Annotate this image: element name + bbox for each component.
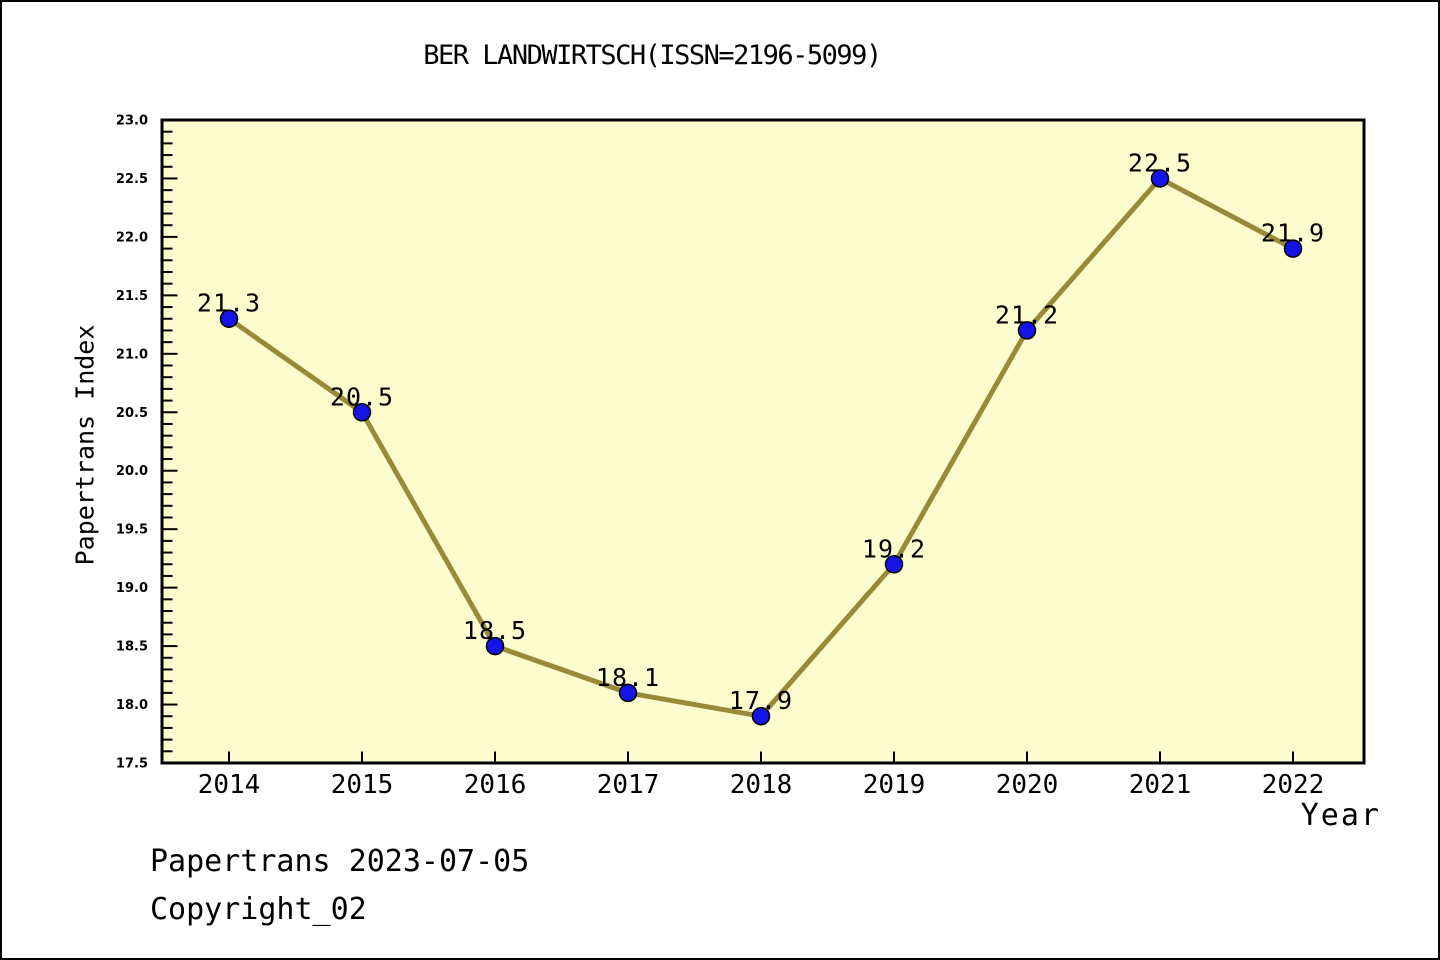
footer-copyright: Copyright_02 [150, 892, 367, 927]
y-tick-label: 19.5 [116, 523, 148, 538]
plot-area [162, 120, 1364, 763]
y-tick-label: 21.0 [116, 347, 148, 362]
x-tick-label: 2020 [996, 770, 1059, 800]
data-point [618, 683, 638, 703]
y-tick-label: 19.0 [116, 581, 148, 596]
data-point [1017, 321, 1037, 340]
data-point [352, 403, 372, 422]
chart-title: BER LANDWIRTSCH(ISSN=2196-5099) [423, 40, 882, 71]
x-tick-label: 2014 [198, 770, 261, 800]
y-tick-label: 18.0 [116, 698, 148, 713]
axis-ticks-layer [163, 119, 1294, 764]
y-tick-label: 17.5 [116, 757, 148, 772]
axis-tick-labels-layer: 17.5 18.0 18.5 19.0 19.5 20.0 20.5 21.0 21.5 22.0… [116, 114, 1324, 801]
x-tick-label: 2021 [1129, 770, 1192, 800]
x-tick-label: 2019 [863, 770, 926, 800]
y-axis-label: Papertrans Index [70, 324, 100, 566]
data-point [1150, 169, 1170, 188]
plot-background-layer [162, 120, 1364, 763]
data-point [219, 309, 239, 328]
data-point [1283, 239, 1303, 258]
x-tick-label: 2015 [331, 770, 394, 800]
plot-border [160, 118, 1366, 765]
x-tick-label: 2018 [730, 770, 793, 800]
x-tick-label: 2022 [1262, 770, 1325, 800]
data-point [485, 636, 505, 656]
plot-border-layer [160, 118, 1366, 765]
y-tick-label: 20.5 [116, 406, 148, 421]
y-tick-label: 21.5 [116, 289, 148, 304]
data-point [884, 555, 904, 574]
data-point [751, 706, 771, 726]
footer-watermark-date: Papertrans 2023-07-05 [150, 844, 530, 879]
x-tick-label: 2017 [597, 770, 660, 800]
y-tick-label: 23.0 [116, 114, 148, 129]
y-tick-label: 22.5 [116, 172, 148, 187]
y-tick-label: 18.5 [116, 640, 148, 655]
y-tick-label: 20.0 [116, 464, 148, 479]
x-axis-label: Year [1300, 798, 1381, 833]
y-tick-label: 22.0 [116, 230, 148, 245]
data-series-layer: 21.320.518.518.117.919.221.222.521.9 [197, 148, 1324, 726]
x-tick-label: 2016 [464, 770, 527, 800]
